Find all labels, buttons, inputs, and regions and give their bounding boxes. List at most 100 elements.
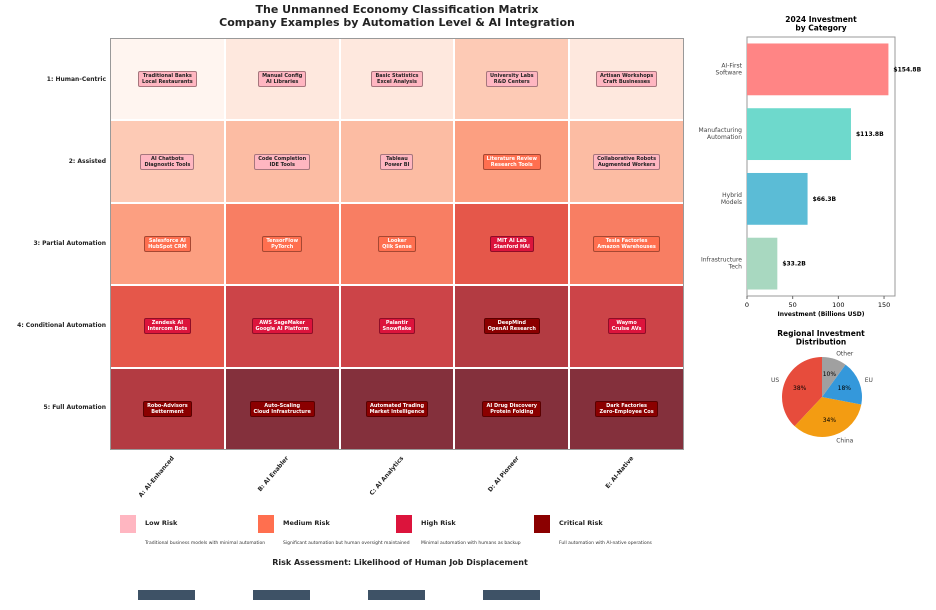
row-label: 2: Assisted (68, 158, 106, 165)
legend-description: Minimal automation with humans as backup (421, 541, 521, 546)
company-label: Dark Factories Zero-Employee Cos (595, 400, 658, 417)
summary-box (483, 590, 540, 600)
bar-chart-title: 2024 Investment by Category (785, 15, 857, 33)
heatmap-cell: Code Completion IDE Tools (225, 121, 339, 202)
row-label: 1: Human-Centric (46, 76, 106, 83)
company-label: MIT AI Lab Stanford HAI (489, 235, 534, 252)
legend-swatch (534, 515, 550, 533)
heatmap-cell: Basic Statistics Excel Analysis (340, 39, 454, 120)
x-tick-label: 100 (832, 301, 844, 309)
x-tick-label: 0 (745, 301, 749, 309)
heatmap-cell: Auto-Scaling Cloud Infrastructure (225, 368, 339, 449)
company-label: Zendesk AI Intercom Bots (143, 318, 192, 335)
company-label: Basic Statistics Excel Analysis (371, 71, 423, 88)
subtitle-line: Company Examples by Automation Level & A… (219, 16, 575, 29)
heatmap-cell: Robo-Advisors Betterment (111, 368, 224, 449)
heatmap-cell: Artisan Workshops Craft Businesses (570, 39, 683, 120)
company-label: Waymo Cruise AVs (607, 318, 646, 335)
heatmap-cell: AI Drug Discovery Protein Folding (455, 368, 569, 449)
row-label: 5: Full Automation (43, 404, 106, 411)
bar-category-label: Hybrid Models (721, 192, 742, 206)
company-label: Auto-Scaling Cloud Infrastructure (249, 400, 315, 417)
bar-value-label: $66.3B (813, 196, 837, 203)
pie-slice (822, 357, 846, 397)
pie-slice (822, 364, 862, 405)
title-line: The Unmanned Economy Classification Matr… (255, 3, 539, 16)
pie-pct-label: 34% (823, 417, 837, 424)
company-label: DeepMind OpenAI Research (483, 318, 540, 335)
bar (747, 237, 778, 290)
company-label: AWS SageMaker Google AI Platform (251, 318, 313, 335)
legend-swatch (120, 515, 136, 533)
heatmap-cell: AI Chatbots Diagnostic Tools (111, 121, 224, 202)
legend-label: Low Risk (145, 519, 178, 527)
summary-box (368, 590, 425, 600)
legend-label: Medium Risk (283, 519, 330, 527)
heatmap-cell: Tesla Factories Amazon Warehouses (570, 203, 683, 285)
heatmap-cell: Collaborative Robots Augmented Workers (570, 121, 683, 202)
heatmap-cell: Waymo Cruise AVs (570, 286, 683, 367)
heatmap-cell: Palantir Snowflake (340, 286, 454, 367)
x-tick-label: 150 (878, 301, 890, 309)
legend-description: Traditional business models with minimal… (145, 541, 266, 546)
pie-pct-label: 10% (823, 371, 837, 378)
company-label: Palantir Snowflake (378, 318, 416, 335)
heatmap-cell: Zendesk AI Intercom Bots (111, 286, 224, 367)
heatmap-cell: MIT AI Lab Stanford HAI (455, 203, 569, 285)
company-label: Automated Trading Market Intelligence (365, 400, 429, 417)
heatmap-cell: Automated Trading Market Intelligence (340, 368, 454, 449)
heatmap-cell: Tableau Power BI (340, 121, 454, 202)
legend-swatch (396, 515, 412, 533)
bar (747, 108, 851, 161)
pie-label: Other (836, 350, 854, 357)
company-label: Manual Config AI Libraries (258, 71, 307, 88)
bar-value-label: $33.2B (782, 261, 806, 268)
bar-plot-frame (746, 36, 896, 297)
company-label: Robo-Advisors Betterment (143, 400, 192, 417)
heatmap-cell: DeepMind OpenAI Research (455, 286, 569, 367)
company-label: AI Chatbots Diagnostic Tools (140, 153, 195, 170)
bar-value-label: $113.8B (856, 131, 884, 138)
company-label: Code Completion IDE Tools (254, 153, 311, 170)
pie-label: US (771, 377, 779, 384)
pie-slice (782, 357, 822, 427)
bar-category-label: Manufacturing Automation (699, 127, 743, 141)
company-label: TensorFlow PyTorch (262, 235, 303, 252)
pie-title: Regional Investment Distribution (777, 329, 865, 347)
bar (747, 172, 808, 225)
company-label: Salesforce AI HubSpot CRM (144, 235, 191, 252)
company-label: Tesla Factories Amazon Warehouses (593, 235, 660, 252)
company-label: Looker Qlik Sense (378, 235, 416, 252)
heatmap-cell: Salesforce AI HubSpot CRM (111, 203, 224, 285)
heatmap-cell: University Labs R&D Centers (455, 39, 569, 120)
legend-description: Significant automation but human oversig… (283, 541, 410, 546)
company-label: Collaborative Robots Augmented Workers (593, 153, 661, 170)
x-axis-label: Investment (Billions USD) (778, 311, 865, 318)
company-label: Artisan Workshops Craft Businesses (596, 71, 658, 88)
bar-value-label: $154.8B (893, 66, 921, 73)
company-label: Traditional Banks Local Restaurants (138, 71, 197, 88)
legend-swatch (258, 515, 274, 533)
summary-box (138, 590, 195, 600)
heatmap-grid: Traditional Banks Local Restaurants Manua… (110, 38, 684, 450)
company-label: Literature Review Research Tools (482, 153, 541, 170)
company-label: AI Drug Discovery Protein Folding (482, 400, 542, 417)
bar (747, 43, 889, 96)
pie-slice (794, 397, 862, 437)
heatmap-cell: Traditional Banks Local Restaurants (111, 39, 224, 120)
pie-pct-label: 38% (793, 385, 807, 392)
pie-label: EU (865, 377, 873, 384)
heatmap-cell: Manual Config AI Libraries (225, 39, 339, 120)
pie-label: China (836, 438, 853, 445)
legend-title: Risk Assessment: Likelihood of Human Job… (272, 558, 528, 567)
bar-category-label: Infrastructure Tech (701, 257, 742, 271)
company-label: University Labs R&D Centers (485, 71, 538, 88)
heatmap-cell: AWS SageMaker Google AI Platform (225, 286, 339, 367)
bar-category-label: AI-First Software (716, 62, 743, 76)
heatmap-cell: Literature Review Research Tools (455, 121, 569, 202)
legend-description: Full automation with AI-native operation… (559, 541, 652, 546)
heatmap-cell: Dark Factories Zero-Employee Cos (570, 368, 683, 449)
row-label: 4: Conditional Automation (17, 322, 106, 329)
pie-pct-label: 18% (838, 385, 852, 392)
